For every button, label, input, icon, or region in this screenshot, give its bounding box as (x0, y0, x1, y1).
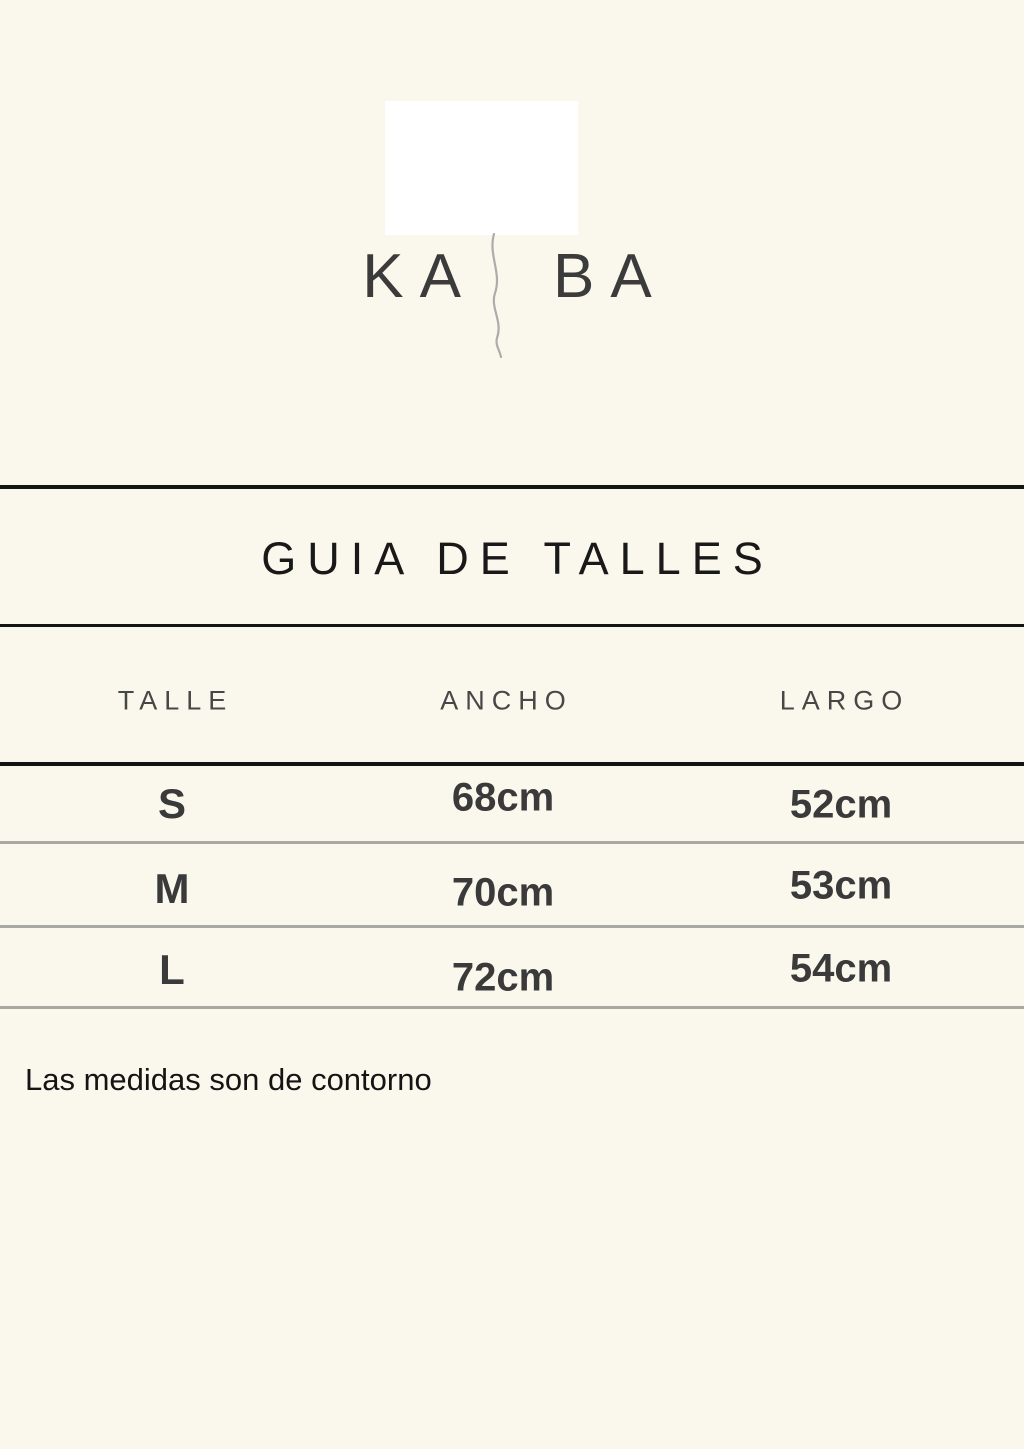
page-title: GUIA DE TALLES (261, 533, 774, 584)
logo-placeholder-box (385, 101, 578, 235)
table-cell-size-m: M (154, 865, 190, 912)
table-cell-ancho-l: 72cm (451, 955, 555, 1000)
divider-line-top (0, 485, 1024, 489)
table-bottom-line (0, 1006, 1024, 1009)
table-cell-size-l: L (159, 946, 185, 993)
column-header-ancho: ANCHO (440, 685, 573, 716)
table-cell-largo-s: 52cm (789, 782, 893, 827)
measurement-note: Las medidas son de contorno (25, 1062, 432, 1097)
row-separator (0, 925, 1024, 928)
brand-name-left: KA (362, 242, 477, 311)
column-header-largo: LARGO (779, 685, 910, 716)
table-cell-largo-l: 54cm (789, 946, 893, 991)
squiggle-line-icon (491, 233, 503, 358)
divider-line-bottom (0, 624, 1024, 627)
column-header-talle: TALLE (117, 685, 234, 716)
table-header-line (0, 762, 1024, 766)
table-cell-ancho-s: 68cm (451, 775, 555, 820)
table-cell-ancho-m: 70cm (451, 870, 555, 915)
table-cell-size-s: S (157, 780, 187, 827)
row-separator (0, 841, 1024, 844)
table-cell-largo-m: 53cm (789, 863, 893, 908)
brand-logo: KA BA (0, 246, 1024, 308)
brand-name-right: BA (553, 242, 668, 311)
